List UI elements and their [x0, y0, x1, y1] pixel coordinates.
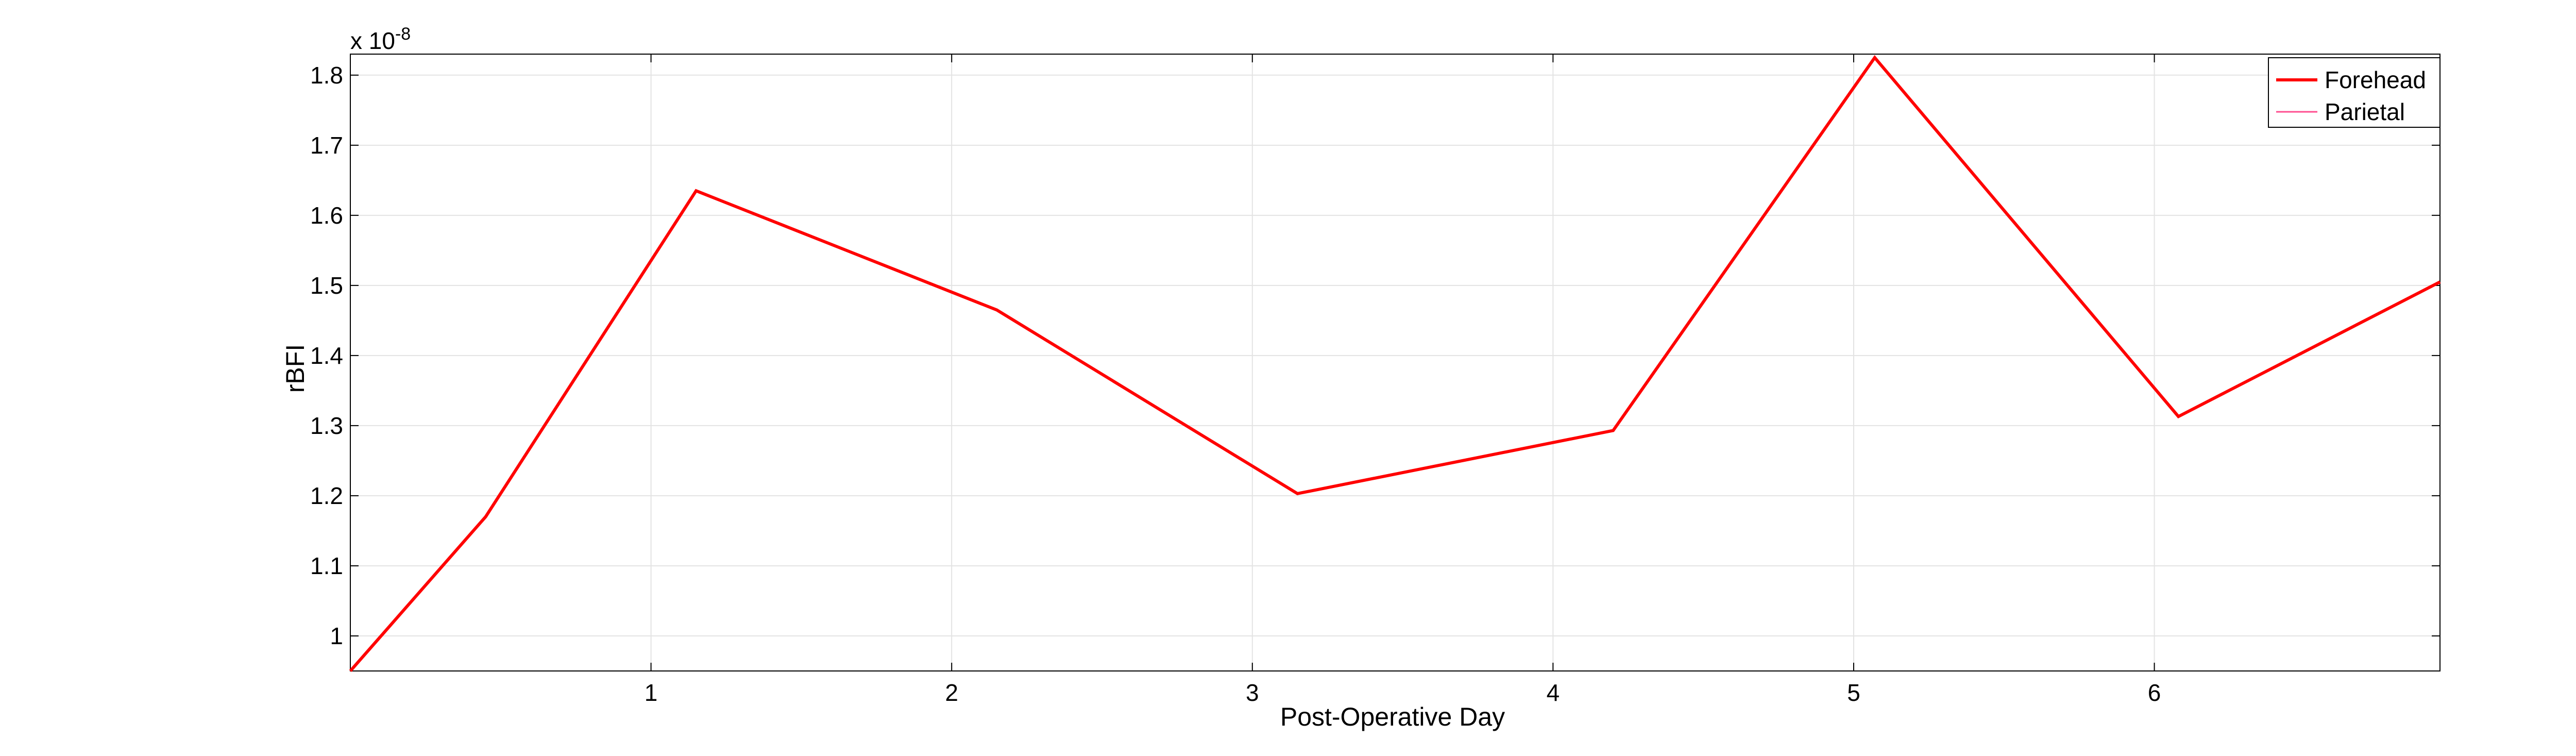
legend-entries: Forehead Parietal: [2276, 66, 2426, 125]
legend: Forehead Parietal: [2268, 57, 2441, 128]
y-axis-title: rBFI: [281, 344, 310, 393]
x-tick-label: 2: [945, 679, 958, 706]
y-tick-label: 1.7: [310, 132, 343, 159]
series-line-forehead: [349, 55, 2441, 672]
data-series: [349, 55, 2441, 672]
axis-ticks: 1 2 3 4 5 6 1 1.1 1.2 1.3 1.4 1.5 1.6 1.7 1.8: [310, 54, 2440, 706]
y-tick-label: 1.6: [310, 202, 343, 229]
y-tick-label: 1.1: [310, 552, 343, 579]
y-tick-label: 1.8: [310, 62, 343, 89]
x-axis-title: Post-Operative Day: [1280, 702, 1505, 731]
x-tick-label: 6: [2148, 679, 2161, 706]
y-tick-label: 1.5: [310, 272, 343, 299]
x-tick-label: 5: [1847, 679, 1860, 706]
y-tick-label: 1.3: [310, 412, 343, 439]
x-tick-label: 3: [1246, 679, 1259, 706]
y-tick-label: 1.2: [310, 482, 343, 509]
y-tick-label: 1.4: [310, 342, 343, 369]
y-axis-exponent: x 10-8: [350, 24, 411, 54]
grid-lines: [350, 54, 2440, 671]
legend-label-parietal: Parietal: [2325, 98, 2405, 125]
x-tick-label: 4: [1547, 679, 1560, 706]
legend-box: [2268, 57, 2441, 128]
y-exponent-power: -8: [395, 24, 411, 44]
plot-area-frame: [350, 54, 2441, 671]
y-tick-label: 1: [330, 623, 343, 649]
x-tick-label: 1: [645, 679, 658, 706]
legend-label-forehead: Forehead: [2325, 66, 2426, 93]
y-exponent-base: x 10: [350, 27, 395, 54]
